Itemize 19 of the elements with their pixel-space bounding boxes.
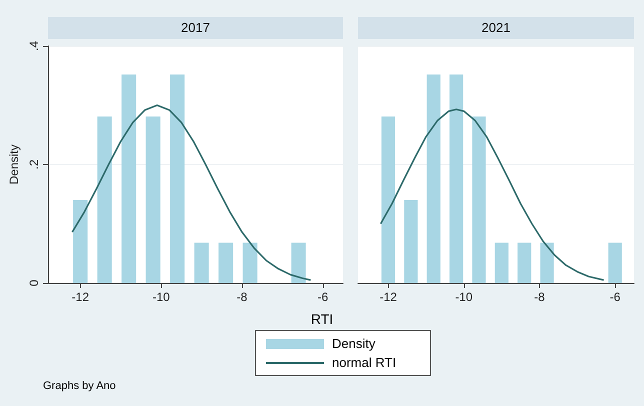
legend-label: normal RTI	[332, 355, 396, 370]
x-tick-label: -8	[236, 290, 248, 304]
x-tick-label: -6	[317, 290, 328, 304]
text: Graphs by Ano	[43, 380, 116, 392]
x-tick-label: -8	[534, 290, 546, 304]
x-tick-label: -10	[455, 290, 473, 304]
y-tick-label: .2	[27, 159, 41, 170]
x-tick-label: -12	[380, 290, 398, 304]
legend-label: Density	[332, 336, 376, 351]
y-tick-label: 0	[27, 279, 41, 286]
chart-title: 2021	[358, 17, 634, 39]
x-tick-label: -10	[152, 290, 170, 304]
x-axis-title: RTI	[310, 311, 334, 327]
y-tick-label: .4	[27, 40, 41, 52]
y-axis-title: Density	[7, 144, 22, 185]
x-tick-label: -6	[610, 290, 621, 304]
x-tick-label: -12	[72, 290, 90, 304]
chart-title: 2017	[48, 17, 343, 39]
line-series	[71, 104, 312, 281]
